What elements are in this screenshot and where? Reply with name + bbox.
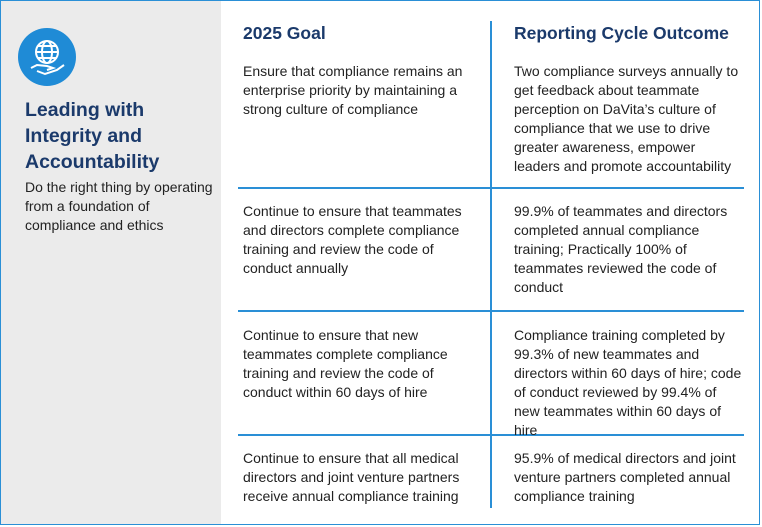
sidebar: Leading with Integrity and Accountabilit… [1, 1, 221, 524]
row-divider [238, 310, 744, 312]
goal-cell-4: Continue to ensure that all medical dire… [243, 450, 460, 504]
globe-hand-icon [18, 28, 76, 86]
row-divider [238, 434, 744, 436]
section-description: Do the right thing by operating from a f… [25, 179, 213, 233]
outcome-cell-3: Compliance training completed by 99.3% o… [514, 327, 742, 438]
outcome-cell-2: 99.9% of teammates and directors complet… [514, 203, 728, 295]
column-header-outcome: Reporting Cycle Outcome [514, 23, 729, 43]
outcome-cell-1: Two compliance surveys annually to get f… [514, 63, 739, 174]
column-header-goal: 2025 Goal [243, 23, 326, 43]
goal-cell-3: Continue to ensure that new teammates co… [243, 327, 448, 400]
goal-cell-2: Continue to ensure that teammates and di… [243, 203, 462, 276]
goal-cell-1: Ensure that compliance remains an enterp… [243, 63, 463, 117]
column-divider [490, 21, 492, 508]
outcome-cell-4: 95.9% of medical directors and joint ven… [514, 450, 736, 504]
section-title: Leading with Integrity and Accountabilit… [25, 99, 160, 173]
row-divider [238, 187, 744, 189]
